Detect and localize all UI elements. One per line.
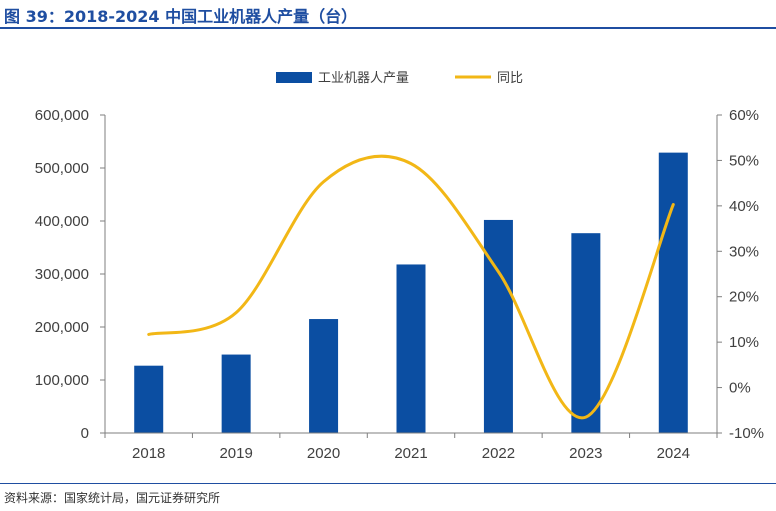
- chart-legend: 工业机器人产量 同比: [276, 71, 523, 86]
- title-divider: [0, 27, 776, 29]
- production-chart: 工业机器人产量 同比 0 100,000 200,000 300,000 400,000 5…: [35, 71, 764, 462]
- right-tick-label: -10%: [729, 425, 764, 442]
- right-tick-label: 10%: [729, 334, 759, 351]
- right-tick-label: 50%: [729, 152, 759, 169]
- yoy-line: [147, 154, 675, 420]
- legend-swatch-bar: [276, 72, 312, 83]
- bar-2021: [396, 264, 426, 433]
- right-tick-label: 40%: [729, 198, 759, 215]
- right-tick-label: 0%: [729, 380, 751, 397]
- legend-label-line: 同比: [497, 71, 523, 86]
- bar-series: [134, 152, 688, 433]
- left-tick-label: 100,000: [35, 372, 89, 389]
- footer-divider: [0, 483, 776, 484]
- x-tick-label: 2018: [132, 445, 165, 462]
- right-tick-label: 30%: [729, 243, 759, 260]
- figure-title: 图 39：2018-2024 中国工业机器人产量（台）: [4, 7, 358, 26]
- chart-axes: 0 100,000 200,000 300,000 400,000 500,000 600,…: [35, 107, 764, 462]
- bar-2023: [571, 233, 601, 433]
- yoy-line-series: [147, 154, 675, 420]
- bar-2020: [309, 319, 339, 433]
- bar-2018: [134, 365, 164, 433]
- x-tick-label: 2023: [569, 445, 602, 462]
- right-tick-label: 20%: [729, 289, 759, 306]
- source-note: 资料来源：国家统计局，国元证券研究所: [4, 491, 221, 505]
- left-tick-label: 0: [81, 425, 89, 442]
- x-tick-label: 2024: [657, 445, 690, 462]
- x-tick-label: 2020: [307, 445, 340, 462]
- left-tick-label: 600,000: [35, 107, 89, 124]
- right-tick-label: 60%: [729, 107, 759, 124]
- left-tick-label: 500,000: [35, 160, 89, 177]
- left-tick-label: 400,000: [35, 213, 89, 230]
- x-tick-label: 2019: [219, 445, 252, 462]
- bar-2019: [221, 354, 251, 433]
- left-tick-label: 300,000: [35, 266, 89, 283]
- x-tick-label: 2021: [394, 445, 427, 462]
- x-tick-label: 2022: [482, 445, 515, 462]
- legend-label-bar: 工业机器人产量: [318, 71, 409, 86]
- bar-2024: [658, 152, 688, 433]
- bar-2022: [483, 219, 513, 433]
- left-tick-label: 200,000: [35, 319, 89, 336]
